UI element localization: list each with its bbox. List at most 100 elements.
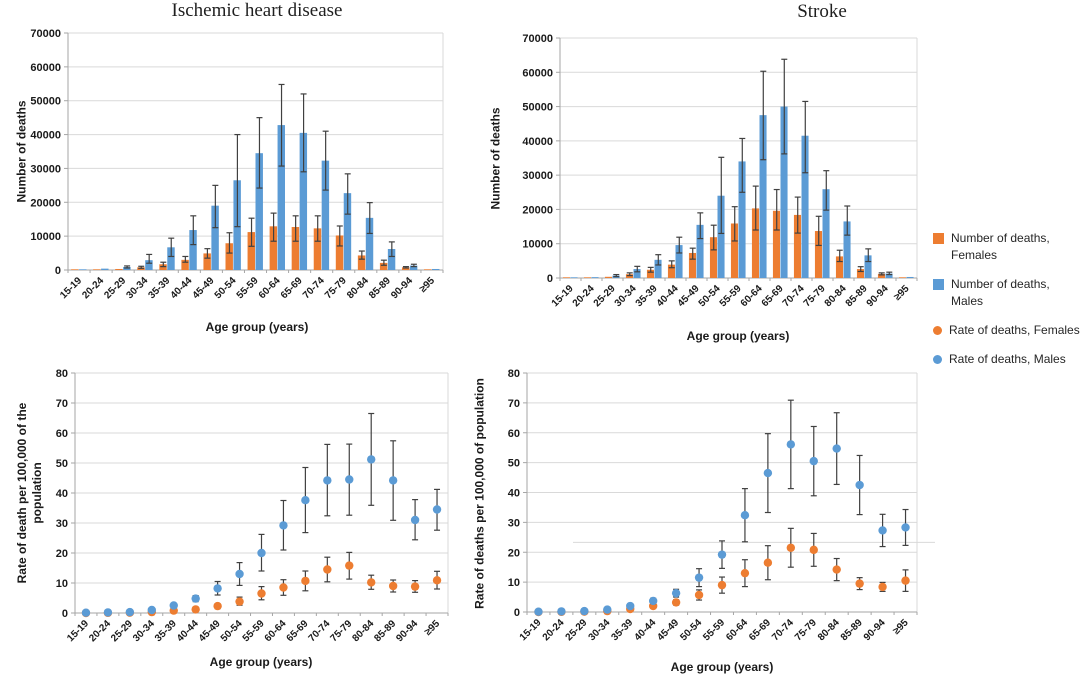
svg-text:65-69: 65-69 [279,275,305,301]
svg-text:20: 20 [508,547,520,559]
legend-item: Rate of deaths, Females [933,322,1080,339]
svg-text:70000: 70000 [522,33,553,45]
svg-text:0: 0 [55,265,61,277]
svg-text:50: 50 [56,458,68,470]
svg-text:30: 30 [56,518,68,530]
chart-canvas: 0 10000 20000 30000 40000 50000 60000 70000 15-1… [30,28,444,301]
svg-text:80-84: 80-84 [816,617,842,643]
chart-stroke-rates: Rate of deaths per 100,000 of population… [465,345,935,683]
svg-text:65-69: 65-69 [285,618,311,644]
legend: Number of deaths, Females Number of death… [933,230,1080,380]
legend-item: Number of deaths, Males [933,276,1080,310]
svg-text:80-84: 80-84 [823,283,849,309]
svg-text:45-49: 45-49 [197,618,223,644]
legend-label: Rate of deaths, Males [949,352,1066,366]
svg-text:15-19: 15-19 [518,617,544,643]
svg-text:40-44: 40-44 [632,617,658,643]
legend-marker-square [933,279,944,290]
svg-text:55-59: 55-59 [241,618,267,644]
svg-text:30-34: 30-34 [131,618,157,644]
y-tick-labels: 0 10000 20000 30000 40000 50000 60000 70000 [522,33,553,285]
svg-text:15-19: 15-19 [58,275,84,301]
svg-text:30-34: 30-34 [587,617,613,643]
svg-text:20-24: 20-24 [87,618,113,644]
svg-text:15-19: 15-19 [550,283,576,309]
svg-text:40: 40 [508,488,520,500]
svg-text:35-39: 35-39 [634,283,660,309]
svg-text:60: 60 [508,428,520,440]
chart-ischemic-heart-disease-counts: Ischemic heart disease Number of deaths … [0,0,465,345]
x-axis-title: Age group (years) [686,329,790,343]
svg-text:70000: 70000 [30,28,61,40]
svg-text:75-79: 75-79 [323,275,349,301]
svg-text:60-64: 60-64 [739,283,765,309]
svg-text:70-74: 70-74 [781,283,807,309]
x-axis-title: Age group (years) [209,655,313,669]
svg-text:90-94: 90-94 [394,618,420,644]
svg-text:50-54: 50-54 [213,275,239,301]
legend-item: Number of deaths, Females [933,230,1080,264]
bars-females [562,208,906,278]
svg-text:40: 40 [56,488,68,500]
svg-text:45-49: 45-49 [191,275,217,301]
svg-text:40-44: 40-44 [169,275,195,301]
svg-text:35-39: 35-39 [147,275,173,301]
svg-text:85-89: 85-89 [844,283,870,309]
svg-text:60-64: 60-64 [724,617,750,643]
svg-text:55-59: 55-59 [718,283,744,309]
svg-text:65-69: 65-69 [760,283,786,309]
error-bars-males [124,83,417,269]
svg-text:45-49: 45-49 [655,617,681,643]
svg-text:50-54: 50-54 [219,618,245,644]
svg-text:90-94: 90-94 [389,275,415,301]
svg-text:70-74: 70-74 [301,275,327,301]
points-males [534,440,910,616]
svg-text:10: 10 [56,578,68,590]
svg-text:75-79: 75-79 [793,617,819,643]
svg-text:70-74: 70-74 [770,617,796,643]
svg-text:55-59: 55-59 [701,617,727,643]
chart-canvas: 0 10 20 30 40 50 60 70 80 15-1920-2425-2930-3435-… [56,368,449,644]
svg-text:35-39: 35-39 [153,618,179,644]
svg-text:80-84: 80-84 [350,618,376,644]
svg-text:40-44: 40-44 [655,283,681,309]
axes [71,372,449,616]
y-tick-labels: 0 10000 20000 30000 40000 50000 60000 70000 [30,28,61,277]
svg-text:30-34: 30-34 [613,283,639,309]
svg-text:85-89: 85-89 [372,618,398,644]
svg-text:60-64: 60-64 [257,275,283,301]
error-bars-females [627,527,909,611]
svg-text:30: 30 [508,517,520,529]
x-category-labels: 15-1920-2425-2930-3435-3940-4445-4950-54… [550,283,912,309]
svg-text:60000: 60000 [30,62,61,74]
chart-stroke-counts: Stroke Number of deaths Age group (years… [465,0,935,345]
svg-text:20000: 20000 [30,197,61,209]
svg-text:40-44: 40-44 [175,618,201,644]
svg-text:50: 50 [508,458,520,470]
svg-text:85-89: 85-89 [367,275,393,301]
svg-text:≥95: ≥95 [891,617,911,637]
svg-text:25-29: 25-29 [109,618,135,644]
svg-text:20-24: 20-24 [541,617,567,643]
svg-text:20: 20 [56,548,68,560]
svg-text:35-39: 35-39 [609,617,635,643]
svg-text:0: 0 [514,607,520,619]
svg-text:30-34: 30-34 [124,275,150,301]
points-males [81,455,442,617]
chart-ischemic-heart-disease-rates: Rate of death per 100,000 of the populat… [0,345,465,683]
svg-text:65-69: 65-69 [747,617,773,643]
svg-text:80: 80 [56,368,68,380]
svg-text:50000: 50000 [30,96,61,108]
chart-title: Ischemic heart disease [171,0,343,21]
gridlines [75,372,449,613]
svg-text:≥95: ≥95 [418,275,438,295]
legend-label: Rate of deaths, Females [949,323,1080,337]
svg-text:0: 0 [547,273,553,285]
legend-marker-square [933,233,944,244]
y-tick-labels: 0 10 20 30 40 50 60 70 80 [56,368,68,620]
svg-text:50-54: 50-54 [697,283,723,309]
x-axis-title: Age group (years) [205,320,309,334]
svg-text:25-29: 25-29 [564,617,590,643]
legend-marker-circle [933,355,942,364]
svg-text:90-94: 90-94 [865,283,891,309]
